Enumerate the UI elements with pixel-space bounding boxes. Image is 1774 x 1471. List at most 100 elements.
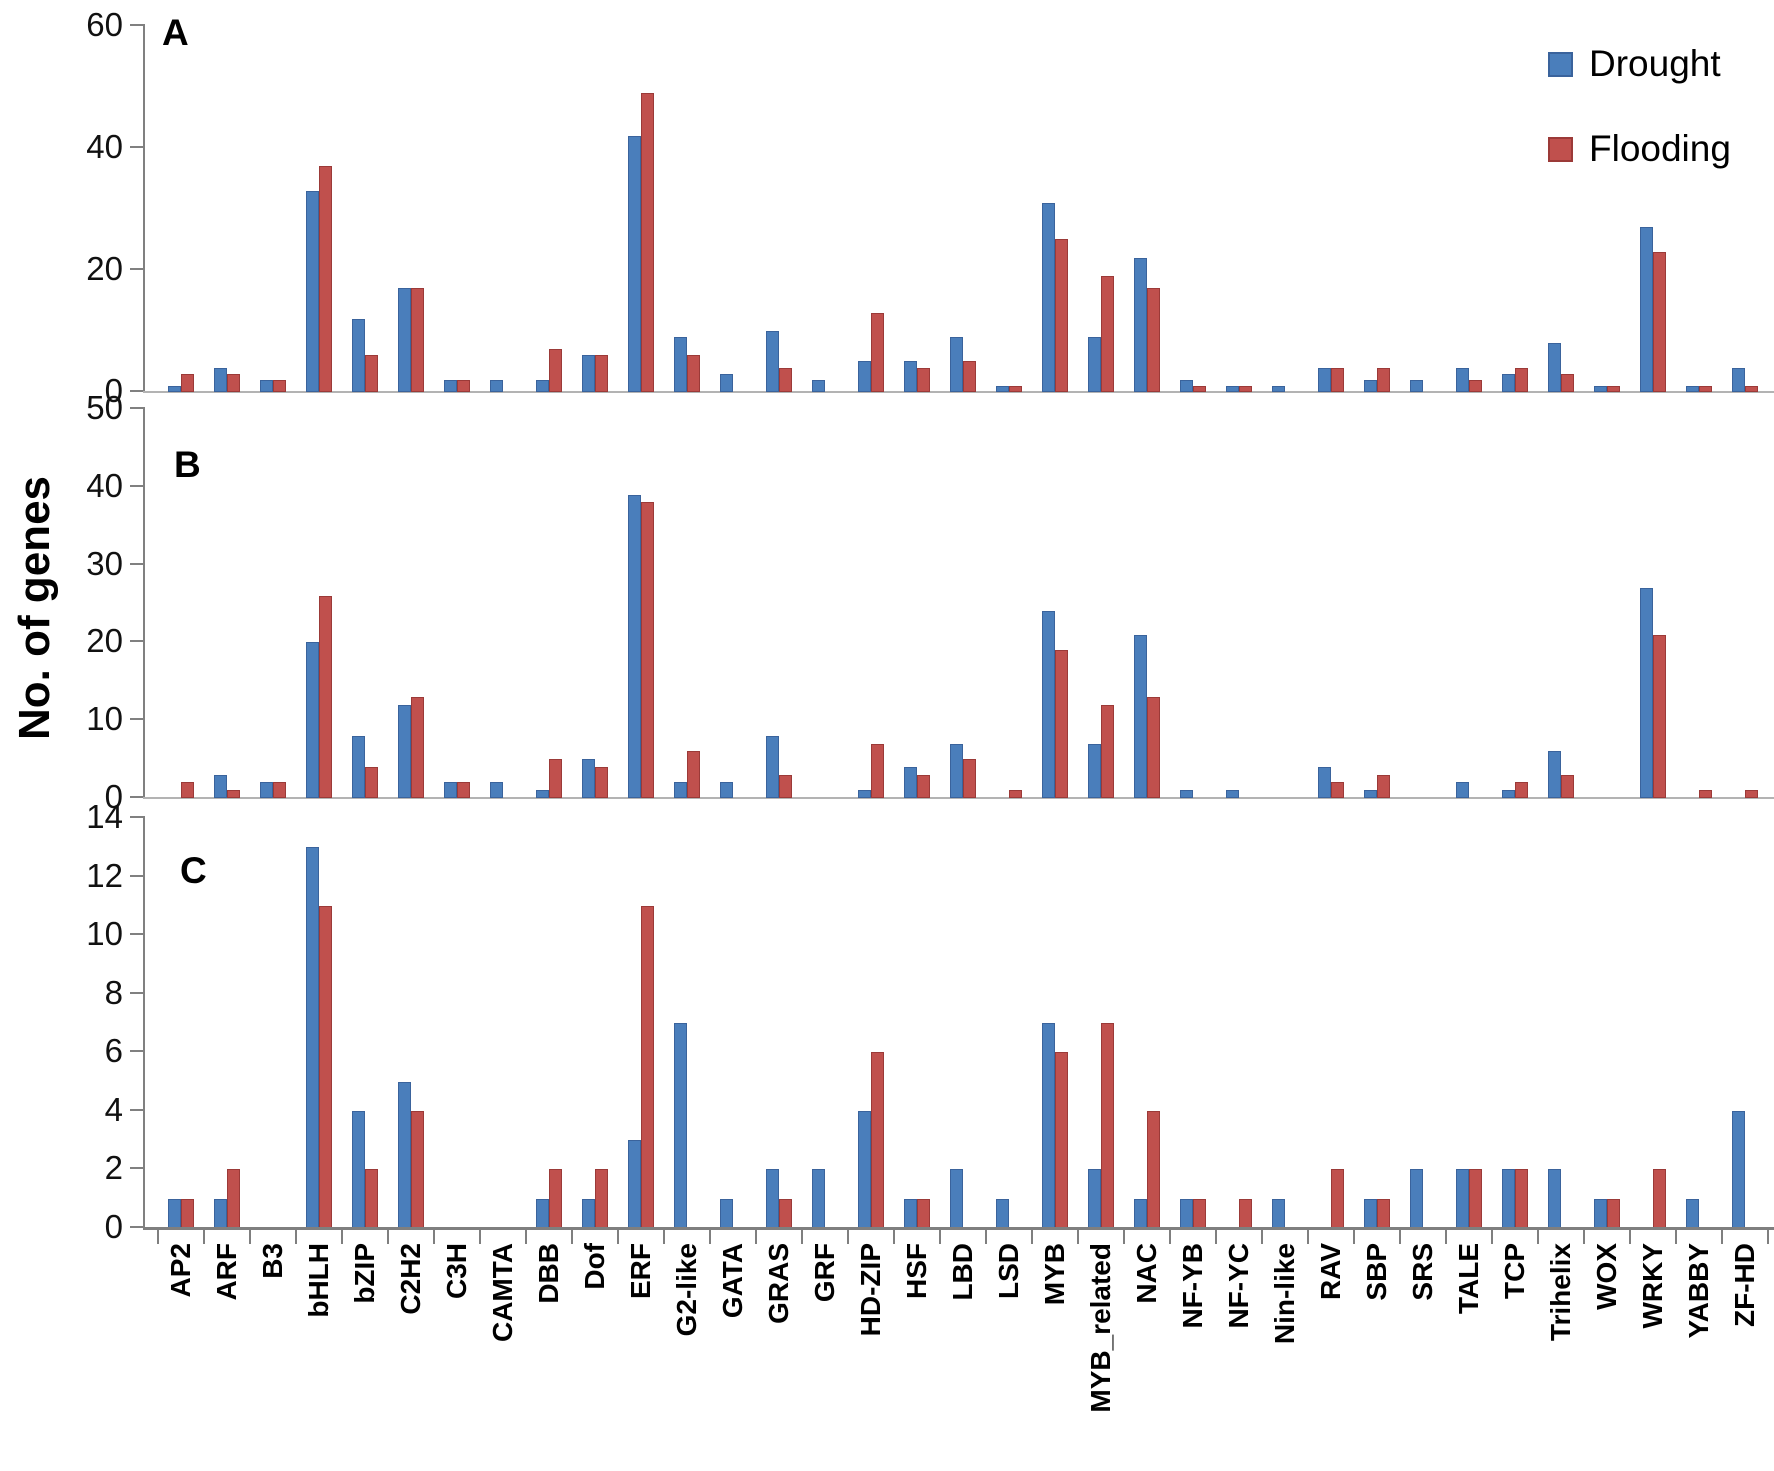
bar-drought-Trihelix-panel-a	[1548, 343, 1561, 392]
bar-flooding-GRAS-panel-a	[779, 368, 792, 392]
bar-flooding-bZIP-panel-c	[365, 1169, 378, 1228]
y-tick-label-panel-c: 10	[86, 915, 123, 952]
bar-drought-HSF-panel-b	[904, 767, 917, 798]
y-tick-label-panel-a: 60	[86, 6, 123, 43]
x-axis-label-MYB: MYB	[1039, 1243, 1070, 1306]
bar-flooding-Dof-panel-a	[595, 355, 608, 392]
y-tick-panel-c	[130, 1167, 143, 1169]
bar-drought-ARF-panel-b	[214, 775, 227, 798]
bar-flooding-YABBY-panel-b	[1699, 790, 1712, 798]
x-axis-tick	[1123, 1230, 1125, 1244]
bar-drought-DBB-panel-a	[536, 380, 549, 392]
bar-drought-ARF-panel-a	[214, 368, 227, 392]
bar-flooding-B3-panel-b	[273, 782, 286, 798]
bar-drought-DBB-panel-c	[536, 1199, 549, 1228]
legend-swatch-flooding-icon	[1548, 136, 1573, 162]
bar-flooding-MYB_related-panel-c	[1101, 1023, 1114, 1228]
x-axis-label-MYB_related: MYB_related	[1085, 1243, 1116, 1413]
bar-flooding-HD-ZIP-panel-c	[871, 1052, 884, 1228]
bar-drought-NF-YC-panel-b	[1226, 790, 1239, 798]
bar-flooding-NF-YB-panel-c	[1193, 1199, 1206, 1228]
bar-drought-Nin-like-panel-c	[1272, 1199, 1285, 1228]
x-axis-tick	[1491, 1230, 1493, 1244]
x-axis-label-RAV: RAV	[1315, 1243, 1346, 1301]
x-axis-line	[143, 1227, 1774, 1230]
bar-drought-ERF-panel-a	[628, 136, 641, 392]
bar-drought-bHLH-panel-a	[306, 191, 319, 392]
x-axis-tick	[1445, 1230, 1447, 1244]
bar-flooding-bZIP-panel-a	[365, 355, 378, 392]
y-tick-panel-a	[130, 390, 143, 392]
bar-flooding-C3H-panel-b	[457, 782, 470, 798]
bar-flooding-LBD-panel-b	[963, 759, 976, 798]
bar-drought-RAV-panel-a	[1318, 368, 1331, 392]
x-axis-tick	[1077, 1230, 1079, 1244]
x-axis-label-CAMTA: CAMTA	[487, 1243, 518, 1343]
y-tick-label-panel-a: 40	[86, 128, 123, 165]
bar-flooding-Trihelix-panel-a	[1561, 374, 1574, 392]
x-axis-label-HSF: HSF	[901, 1243, 932, 1299]
bar-drought-SRS-panel-a	[1410, 380, 1423, 392]
bar-drought-C3H-panel-a	[444, 380, 457, 392]
bar-drought-G2-like-panel-b	[674, 782, 687, 798]
x-axis-tick	[249, 1230, 251, 1244]
bar-drought-B3-panel-a	[260, 380, 273, 392]
y-tick-panel-b	[130, 796, 143, 798]
y-tick-label-panel-c: 0	[104, 1208, 123, 1245]
bar-drought-ZF-HD-panel-c	[1732, 1111, 1745, 1228]
bar-flooding-C2H2-panel-c	[411, 1111, 424, 1228]
bar-flooding-NF-YB-panel-a	[1193, 386, 1206, 392]
bar-flooding-bZIP-panel-b	[365, 767, 378, 798]
bar-drought-G2-like-panel-a	[674, 337, 687, 392]
bar-flooding-WOX-panel-c	[1607, 1199, 1620, 1228]
x-axis-tick	[1537, 1230, 1539, 1244]
legend-item-flooding: Flooding	[1548, 129, 1731, 169]
bar-flooding-ARF-panel-a	[227, 374, 240, 392]
y-tick-panel-c	[130, 992, 143, 994]
x-axis-label-ERF: ERF	[625, 1243, 656, 1299]
bar-flooding-MYB-panel-c	[1055, 1052, 1068, 1228]
x-axis-label-C2H2: C2H2	[395, 1243, 426, 1315]
bar-drought-bZIP-panel-c	[352, 1111, 365, 1228]
bar-drought-C2H2-panel-b	[398, 705, 411, 798]
bar-drought-HSF-panel-a	[904, 361, 917, 392]
x-axis-tick	[203, 1230, 205, 1244]
bar-drought-GATA-panel-a	[720, 374, 733, 392]
bar-flooding-Dof-panel-b	[595, 767, 608, 798]
x-axis-tick	[1583, 1230, 1585, 1244]
bar-drought-LBD-panel-a	[950, 337, 963, 392]
bar-flooding-C2H2-panel-b	[411, 697, 424, 798]
x-axis-label-ZF-HD: ZF-HD	[1729, 1243, 1760, 1327]
panel-label-a: A	[162, 12, 189, 53]
bar-drought-GRF-panel-c	[812, 1169, 825, 1228]
panel-label-c: C	[180, 850, 207, 891]
bar-flooding-bHLH-panel-a	[319, 166, 332, 392]
bar-drought-SRS-panel-c	[1410, 1169, 1423, 1228]
x-axis-tick	[1307, 1230, 1309, 1244]
bar-flooding-YABBY-panel-a	[1699, 386, 1712, 392]
y-tick-label-panel-c: 2	[104, 1149, 123, 1186]
bar-drought-TCP-panel-c	[1502, 1169, 1515, 1228]
bar-flooding-ZF-HD-panel-b	[1745, 790, 1758, 798]
bar-drought-GRAS-panel-a	[766, 331, 779, 392]
x-axis-tick	[1353, 1230, 1355, 1244]
bar-drought-NF-YC-panel-a	[1226, 386, 1239, 392]
bar-flooding-TCP-panel-a	[1515, 368, 1528, 392]
bar-drought-MYB-panel-c	[1042, 1023, 1055, 1228]
bar-flooding-DBB-panel-a	[549, 349, 562, 392]
x-axis-label-SBP: SBP	[1361, 1243, 1392, 1301]
y-tick-panel-c	[130, 1226, 143, 1228]
bar-drought-TALE-panel-b	[1456, 782, 1469, 798]
bar-drought-MYB_related-panel-c	[1088, 1169, 1101, 1228]
bar-drought-C2H2-panel-a	[398, 288, 411, 392]
bar-flooding-SBP-panel-a	[1377, 368, 1390, 392]
bar-flooding-Trihelix-panel-b	[1561, 775, 1574, 798]
x-axis-tick	[571, 1230, 573, 1244]
bar-flooding-AP2-panel-a	[181, 374, 194, 392]
y-tick-label-panel-b: 40	[86, 467, 123, 504]
x-axis-tick	[1399, 1230, 1401, 1244]
bar-drought-NAC-panel-a	[1134, 258, 1147, 392]
x-axis-tick	[387, 1230, 389, 1244]
bar-flooding-NAC-panel-a	[1147, 288, 1160, 392]
bar-flooding-HD-ZIP-panel-a	[871, 313, 884, 392]
